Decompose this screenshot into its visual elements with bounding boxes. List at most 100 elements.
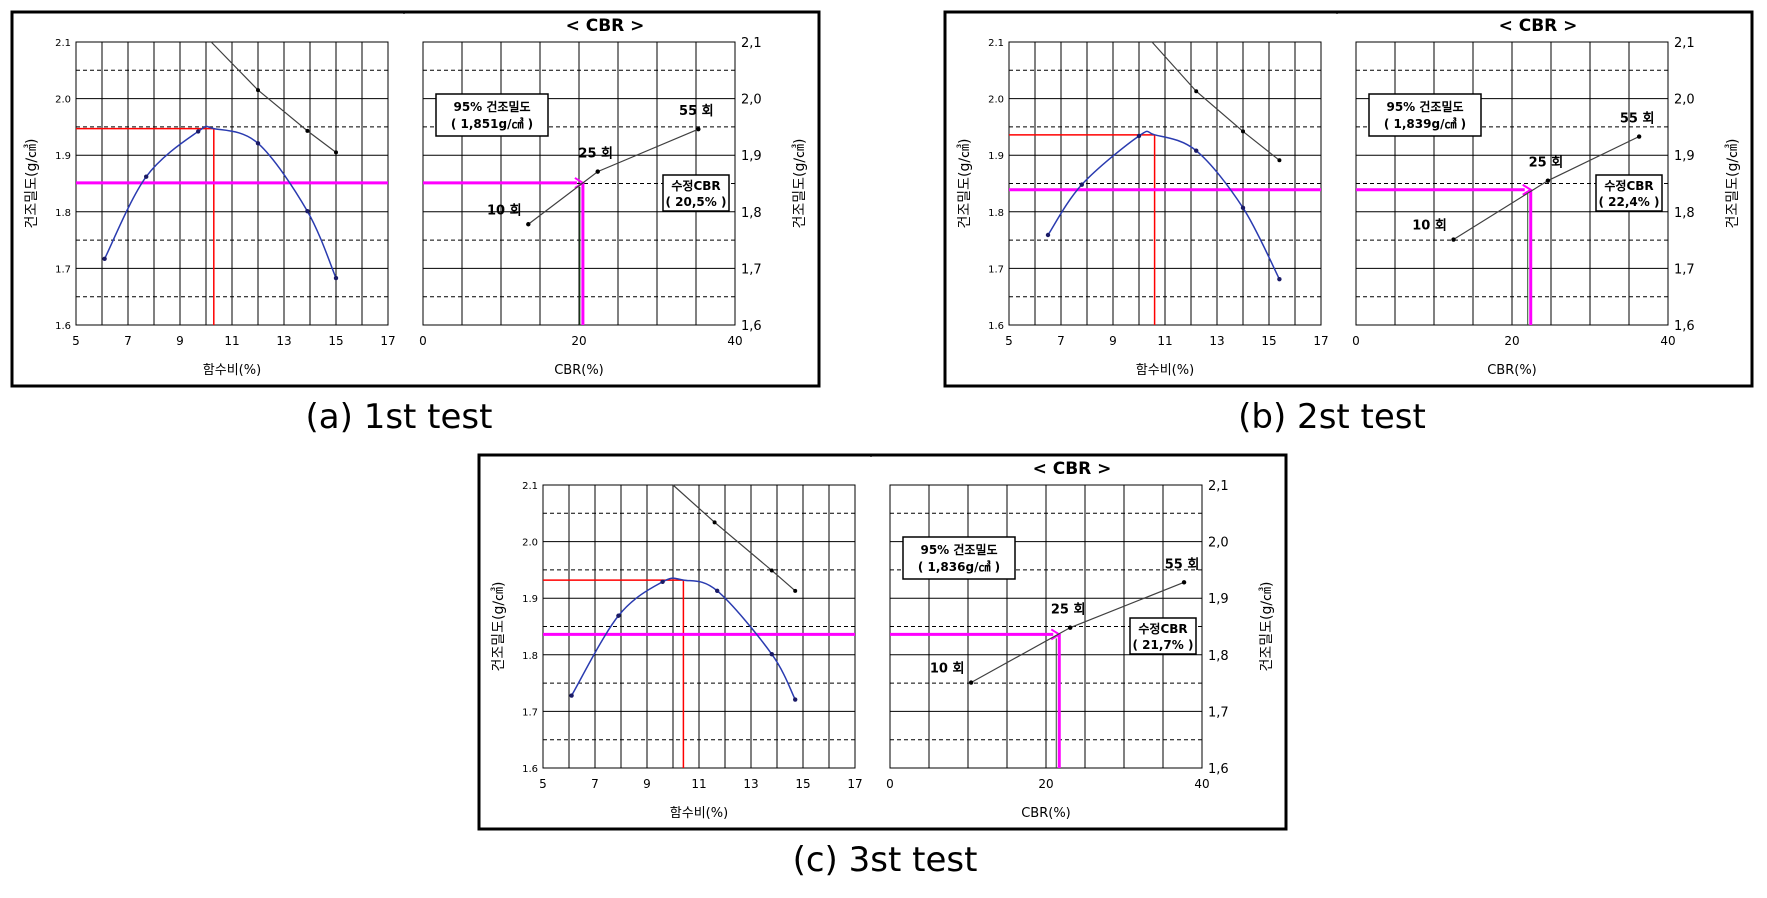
compaction-point <box>1045 232 1051 238</box>
compaction-x-tick-label: 15 <box>328 334 343 348</box>
cbr-point <box>696 126 701 132</box>
modified-cbr-value: ( 20,5% ) <box>666 195 727 209</box>
modified-cbr-box <box>1129 617 1197 655</box>
cbr-point <box>1636 134 1642 139</box>
compaction-x-tick-label: 17 <box>380 334 395 348</box>
cbr-chart: 0 20 401,6 1,7 1,8 1,9 2,0 2,1 CBR(%) 건조밀도(g/㎤) 10… <box>1352 36 1741 378</box>
zav-point <box>712 520 717 525</box>
cbr-x-tick-label: 40 <box>1194 777 1209 791</box>
cbr-plot-border <box>1355 41 1669 326</box>
cbr-x-label: CBR(%) <box>554 363 604 378</box>
compaction-y-label: 건조밀도(g/㎤) <box>491 581 507 671</box>
density-annotation-value: ( 1,836g/㎤ ) <box>918 559 1000 574</box>
compaction-x-tick-label: 5 <box>539 777 547 791</box>
cbr-point <box>1181 580 1187 585</box>
compaction-x-tick-label: 9 <box>643 777 651 791</box>
cbr-y-tick-label: 2,0 <box>1674 93 1695 108</box>
compaction-y-tick-label: 2.1 <box>55 38 71 49</box>
compaction-y-tick-label: 1.8 <box>522 651 538 662</box>
compaction-point <box>333 275 339 281</box>
zero-air-voids-line <box>672 484 796 592</box>
cbr-y-tick-label: 2,1 <box>1674 36 1695 51</box>
compaction-y-tick-label: 2.1 <box>522 481 538 492</box>
compaction-point <box>569 693 574 698</box>
compaction-y-tick-label: 2.0 <box>988 95 1004 106</box>
modified-cbr-box <box>662 174 730 212</box>
compaction-x-label: 함수비(%) <box>203 363 261 378</box>
cbr-y-tick-label: 1,7 <box>1208 705 1229 720</box>
zav-point <box>1194 89 1199 94</box>
density-annotation-title: 95% 건조밀도 <box>453 99 530 114</box>
cbr-y-label: 건조밀도(g/㎤) <box>1259 581 1275 671</box>
compaction-point <box>102 256 107 261</box>
cbr-y-tick-label: 1,6 <box>1674 319 1695 334</box>
cbr-x-tick-label: 0 <box>419 334 427 348</box>
compaction-x-tick-label: 13 <box>276 334 291 348</box>
compaction-y-tick-label: 1.8 <box>988 208 1004 219</box>
cbr-x-tick-label: 20 <box>571 334 586 348</box>
cbr-point <box>595 169 600 174</box>
zav-point <box>1241 129 1245 134</box>
cbr-y-label: 건조밀도(g/㎤) <box>1725 138 1741 228</box>
modified-cbr-value: ( 21,7% ) <box>1133 638 1194 652</box>
zav-point <box>793 588 798 593</box>
cbr-panel-title: < CBR > <box>1499 16 1578 36</box>
compaction-point <box>305 209 310 214</box>
cbr-x-tick-label: 0 <box>1352 334 1360 348</box>
compaction-x-tick-label: 15 <box>1261 334 1276 348</box>
cbr-y-tick-label: 1,6 <box>741 319 762 334</box>
cbr-x-tick-label: 20 <box>1504 334 1519 348</box>
compaction-point <box>660 579 665 584</box>
cbr-y-tick-label: 2,0 <box>1208 536 1229 551</box>
density-annotation-box <box>1368 93 1482 137</box>
compaction-plot-border <box>1008 41 1322 326</box>
blow-label-10: 10 회 <box>487 202 522 218</box>
compaction-y-tick-label: 1.7 <box>55 264 71 275</box>
compaction-x-label: 함수비(%) <box>670 806 728 821</box>
cbr-point <box>968 680 974 685</box>
panel-caption: (c) 3st test <box>793 840 978 880</box>
compaction-y-tick-label: 1.9 <box>55 151 71 162</box>
compaction-y-tick-label: 1.6 <box>522 764 538 775</box>
compaction-x-tick-label: 17 <box>1313 334 1328 348</box>
compaction-x-tick-label: 11 <box>224 334 239 348</box>
density-annotation-box <box>902 536 1016 580</box>
compaction-chart: 5 7 9 11 13 15 17 1.6 1.7 1.8 1.9 2.0 2.1 함수비(%) 건조밀도(… <box>491 481 863 821</box>
cbr-y-tick-label: 2,1 <box>741 36 762 51</box>
compaction-x-tick-label: 11 <box>691 777 706 791</box>
blow-label-55: 55 회 <box>679 103 714 119</box>
test-panel-2: < CBR > 5 7 9 11 13 15 17 1.6 1.7 1.8 1.9 2.0 2.1 함수비(… <box>943 10 1754 388</box>
cbr-chart: 0 20 401,6 1,7 1,8 1,9 2,0 2,1 CBR(%) 건조밀도(g/㎤) 10… <box>886 479 1275 821</box>
compaction-point <box>715 588 720 594</box>
cbr-y-label: 건조밀도(g/㎤) <box>792 138 808 228</box>
compaction-point <box>144 174 149 179</box>
cbr-y-tick-label: 2,0 <box>741 93 762 108</box>
cbr-point <box>1067 625 1073 630</box>
modified-cbr-value: ( 22,4% ) <box>1599 195 1660 209</box>
compaction-y-tick-label: 2.0 <box>522 538 538 549</box>
compaction-x-tick-label: 5 <box>72 334 80 348</box>
cbr-y-tick-label: 1,6 <box>1208 762 1229 777</box>
compaction-x-tick-label: 17 <box>847 777 862 791</box>
cbr-x-tick-label: 20 <box>1038 777 1053 791</box>
compaction-point <box>769 652 774 657</box>
cbr-x-tick-label: 0 <box>886 777 894 791</box>
cbr-x-label: CBR(%) <box>1487 363 1537 378</box>
cbr-y-tick-label: 1,9 <box>1208 592 1229 607</box>
compaction-point <box>1240 205 1246 211</box>
density-annotation-title: 95% 건조밀도 <box>1386 99 1463 114</box>
zav-point <box>305 128 310 133</box>
zav-point <box>256 88 260 93</box>
blow-label-55: 55 회 <box>1620 111 1655 127</box>
compaction-x-tick-label: 7 <box>124 334 132 348</box>
zav-point <box>334 150 338 155</box>
zero-air-voids-line <box>210 41 337 153</box>
cbr-chart: 0 20 401,6 1,7 1,8 1,9 2,0 2,1 CBR(%) 건조밀도(g/㎤) 10… <box>419 36 808 378</box>
compaction-x-tick-label: 9 <box>176 334 184 348</box>
compaction-point <box>255 141 261 146</box>
compaction-y-tick-label: 1.9 <box>522 594 538 605</box>
compaction-x-tick-label: 7 <box>1057 334 1065 348</box>
cbr-y-tick-label: 1,7 <box>1674 262 1695 277</box>
cbr-plot-border <box>889 484 1203 769</box>
compaction-point <box>1194 148 1199 153</box>
